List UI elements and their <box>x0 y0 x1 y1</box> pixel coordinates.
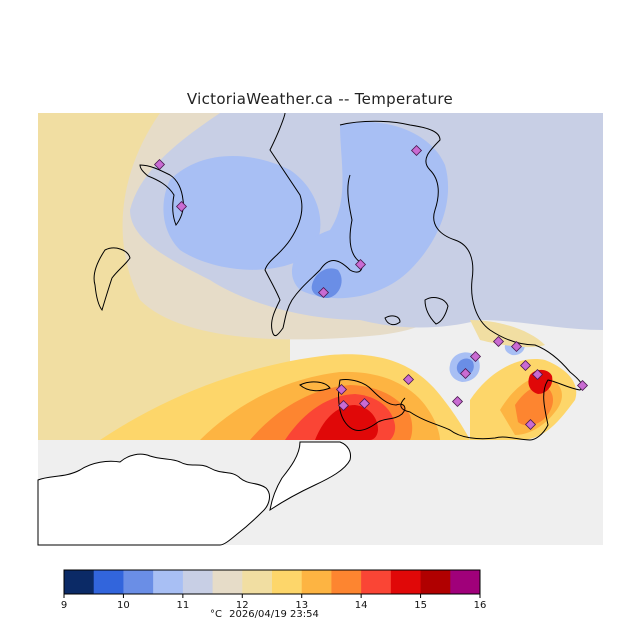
legend-swatch <box>390 570 422 594</box>
legend-footer: °C 2026/04/19 23:54 <box>210 609 323 620</box>
temperature-field <box>38 113 603 480</box>
legend-swatch <box>153 570 184 594</box>
station-marker[interactable] <box>153 158 166 171</box>
station-marker[interactable] <box>469 350 482 363</box>
map-title: VictoriaWeather.ca -- Temperature <box>186 90 454 108</box>
legend-ticks: 9 10 11 12 13 14 15 16 <box>61 594 487 611</box>
legend-tick-label: 14 <box>355 600 368 611</box>
station-marker[interactable] <box>175 200 188 213</box>
legend-swatch <box>123 570 154 594</box>
station-marker[interactable] <box>402 373 415 386</box>
legend-tick-label: 13 <box>295 600 308 611</box>
weather-stations <box>153 144 589 431</box>
station-marker[interactable] <box>358 397 371 410</box>
station-marker[interactable] <box>354 258 367 271</box>
legend-tick-label: 10 <box>117 600 130 611</box>
unit-label: °C <box>210 609 222 620</box>
legend-swatch <box>301 570 332 594</box>
legend-tick-label: 11 <box>176 600 189 611</box>
station-marker[interactable] <box>335 383 348 396</box>
legend-swatch <box>212 570 243 594</box>
legend-swatch <box>420 570 451 594</box>
legend-tick-label: 16 <box>474 600 487 611</box>
legend-swatch <box>331 570 362 594</box>
legend-swatch <box>64 570 95 594</box>
station-marker[interactable] <box>451 395 464 408</box>
station-marker[interactable] <box>510 340 523 353</box>
station-marker[interactable] <box>524 418 537 431</box>
legend-swatch <box>242 570 273 594</box>
station-marker[interactable] <box>337 399 350 412</box>
legend-swatch <box>450 570 481 594</box>
legend-swatch <box>182 570 214 594</box>
legend-swatch <box>93 570 124 594</box>
station-marker[interactable] <box>459 367 472 380</box>
station-marker[interactable] <box>519 359 532 372</box>
legend-tick-label: 12 <box>236 600 249 611</box>
station-marker[interactable] <box>576 379 589 392</box>
station-marker[interactable] <box>410 144 423 157</box>
legend-tick-label: 9 <box>61 600 67 611</box>
legend-swatch <box>272 570 303 594</box>
timestamp: 2026/04/19 23:54 <box>229 609 319 620</box>
station-marker[interactable] <box>492 335 505 348</box>
legend-border <box>63 569 481 595</box>
south-landmass <box>37 441 351 546</box>
station-marker[interactable] <box>317 286 330 299</box>
legend-swatch <box>361 570 392 594</box>
legend-swatches <box>64 570 481 594</box>
station-marker[interactable] <box>531 368 544 381</box>
legend-tick-label: 15 <box>414 600 427 611</box>
